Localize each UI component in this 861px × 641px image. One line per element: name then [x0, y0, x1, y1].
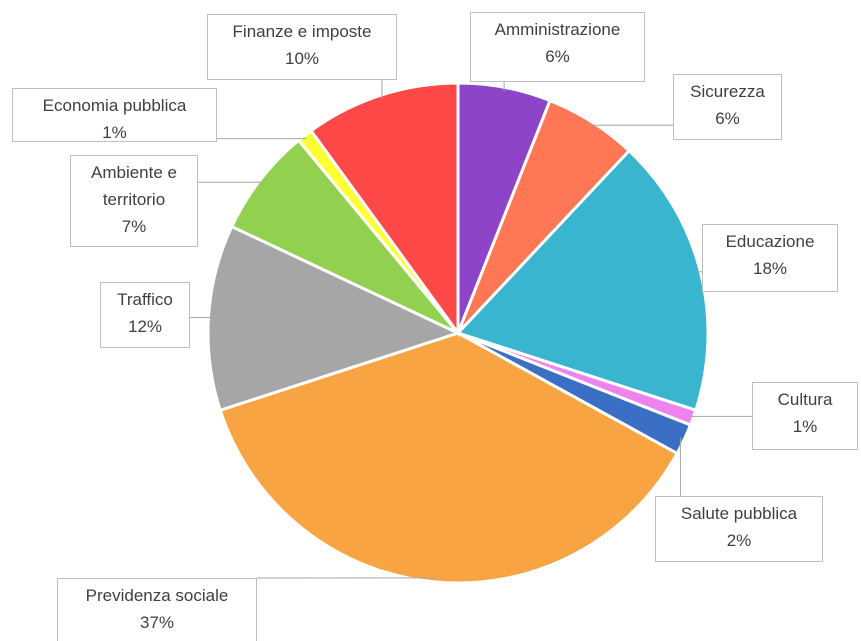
label-category: Cultura — [777, 390, 833, 409]
pie-slice — [308, 81, 460, 338]
label-value: 37% — [139, 613, 175, 632]
pie-slice — [229, 138, 460, 335]
label-category: Amministrazione — [494, 20, 621, 39]
data-label: Cultura 1% — [752, 382, 858, 450]
data-label: Economia pubblica 1% — [12, 88, 217, 142]
data-label: Finanze e imposte 10% — [207, 14, 397, 80]
label-value: 18% — [752, 259, 788, 278]
label-value: 10% — [284, 49, 320, 68]
label-value: 6% — [545, 47, 570, 66]
data-label: Ambiente e territorio 7% — [70, 155, 198, 247]
data-label: Sicurezza 6% — [673, 74, 782, 140]
label-category: Economia pubblica — [42, 96, 187, 115]
label-value: 2% — [726, 531, 752, 550]
label-category: Traffico — [117, 290, 173, 309]
label-value: 1% — [102, 123, 127, 142]
label-value: 12% — [127, 317, 163, 336]
pie-slice — [218, 331, 680, 585]
data-label: Educazione 18% — [702, 224, 838, 292]
label-category: Sicurezza — [690, 82, 765, 101]
label-value: 6% — [715, 109, 740, 128]
data-label: Traffico 12% — [100, 282, 190, 348]
label-category: Salute pubblica — [680, 504, 798, 523]
pie-slice — [455, 148, 710, 413]
label-category: Finanze e imposte — [232, 22, 372, 41]
label-category: Educazione — [725, 232, 815, 251]
data-label: Amministrazione 6% — [470, 12, 645, 82]
label-value: 1% — [792, 417, 818, 436]
label-category: Ambiente e territorio — [91, 163, 177, 209]
data-label: Salute pubblica 2% — [655, 496, 823, 562]
label-category: Previdenza sociale — [85, 586, 229, 605]
label-value: 7% — [121, 217, 147, 236]
data-label: Previdenza sociale 37% — [57, 578, 257, 641]
